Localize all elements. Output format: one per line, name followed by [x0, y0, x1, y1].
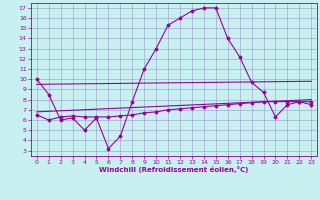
X-axis label: Windchill (Refroidissement éolien,°C): Windchill (Refroidissement éolien,°C) [99, 166, 249, 173]
